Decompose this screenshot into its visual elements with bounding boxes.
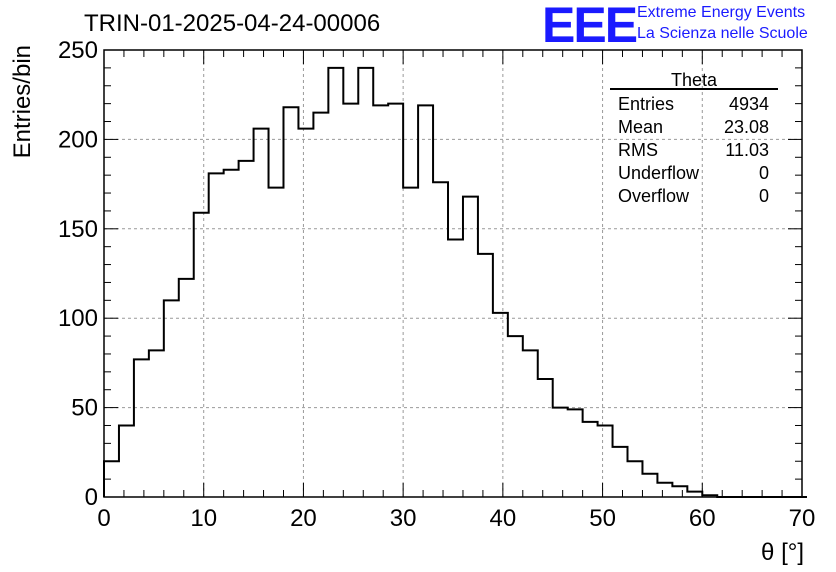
logo-line-1: Extreme Energy Events xyxy=(637,4,806,21)
histogram-bin xyxy=(254,129,269,497)
x-tick-label: 70 xyxy=(789,505,816,532)
y-axis-label: Entries/bin xyxy=(9,45,36,158)
histogram-bin xyxy=(642,474,657,497)
stats-row-label: Mean xyxy=(618,117,663,137)
stats-row-value: 0 xyxy=(759,163,769,183)
page-title: TRIN-01-2025-04-24-00006 xyxy=(84,10,381,37)
stats-row-label: RMS xyxy=(618,140,658,160)
histogram-bin xyxy=(538,379,553,497)
histogram-bin xyxy=(553,408,568,497)
x-tick-label: 50 xyxy=(589,505,616,532)
y-tick-label: 50 xyxy=(71,395,98,422)
histogram-bin xyxy=(134,359,149,497)
histogram-bin xyxy=(657,483,672,497)
x-tick-label: 0 xyxy=(97,505,110,532)
histogram-bin xyxy=(463,197,478,497)
x-tick-label: 30 xyxy=(390,505,417,532)
stats-box-title: Theta xyxy=(671,70,718,90)
stats-row-value: 23.08 xyxy=(724,117,769,137)
histogram-bin xyxy=(388,104,403,497)
histogram-bin xyxy=(194,213,209,497)
histogram-bin xyxy=(119,425,134,497)
stats-row-value: 0 xyxy=(759,186,769,206)
x-axis-label: θ [°] xyxy=(761,539,804,566)
histogram-bin xyxy=(478,254,493,497)
y-tick-label: 200 xyxy=(58,126,98,153)
histogram-bin xyxy=(687,492,702,497)
histogram-bin xyxy=(448,240,463,497)
y-tick-label: 100 xyxy=(58,305,98,332)
histogram-bin xyxy=(358,68,373,497)
y-tick-label: 250 xyxy=(58,37,98,64)
axis-ticks xyxy=(103,49,803,498)
stats-row-label: Overflow xyxy=(618,186,690,206)
histogram-bin xyxy=(239,161,254,497)
histogram-bin xyxy=(269,188,284,497)
histogram-bin xyxy=(403,188,418,497)
x-tick-label: 60 xyxy=(689,505,716,532)
histogram-bin xyxy=(613,447,628,497)
histogram-bin xyxy=(343,104,358,497)
stats-row-label: Underflow xyxy=(618,163,700,183)
y-tick-label: 150 xyxy=(58,216,98,243)
histogram-bin xyxy=(209,173,224,497)
stats-box: Theta Entries 4934 Mean 23.08 RMS 11.03 Underf… xyxy=(610,70,778,206)
histogram-bin xyxy=(598,425,613,497)
histogram-bin xyxy=(583,422,598,497)
histogram-bin xyxy=(568,409,583,497)
x-tick-label: 20 xyxy=(290,505,317,532)
histogram-bin xyxy=(179,279,194,497)
eee-logo: EEE xyxy=(542,0,638,53)
histogram-bin xyxy=(418,105,433,497)
histogram-bin xyxy=(283,107,298,497)
histogram-bin xyxy=(298,129,313,497)
histogram-bin xyxy=(224,170,239,497)
y-tick-label: 0 xyxy=(85,484,98,511)
histogram-series xyxy=(103,66,807,498)
tick-labels: 0 10 20 30 40 50 60 70 0 50 100 150 200 250 xyxy=(58,37,815,532)
histogram-bin xyxy=(164,300,179,497)
histogram-bin xyxy=(508,336,523,497)
histogram-bin xyxy=(373,105,388,497)
histogram-bin xyxy=(313,113,328,497)
x-tick-label: 10 xyxy=(190,505,217,532)
plot-frame xyxy=(103,49,803,498)
histogram-line xyxy=(103,66,807,498)
stats-row-value: 4934 xyxy=(729,94,769,114)
histogram-bin xyxy=(328,68,343,497)
histogram-bin xyxy=(628,461,643,497)
histogram-bin xyxy=(493,313,508,497)
histogram-bin xyxy=(149,350,164,497)
stats-row-value: 11.03 xyxy=(725,140,769,160)
histogram-bin xyxy=(523,350,538,497)
x-tick-label: 40 xyxy=(490,505,517,532)
histogram-bin xyxy=(433,182,448,497)
stats-row-label: Entries xyxy=(618,94,674,114)
histogram-bin xyxy=(672,486,687,497)
logo-line-2: La Scienza nelle Scuole xyxy=(637,25,808,42)
